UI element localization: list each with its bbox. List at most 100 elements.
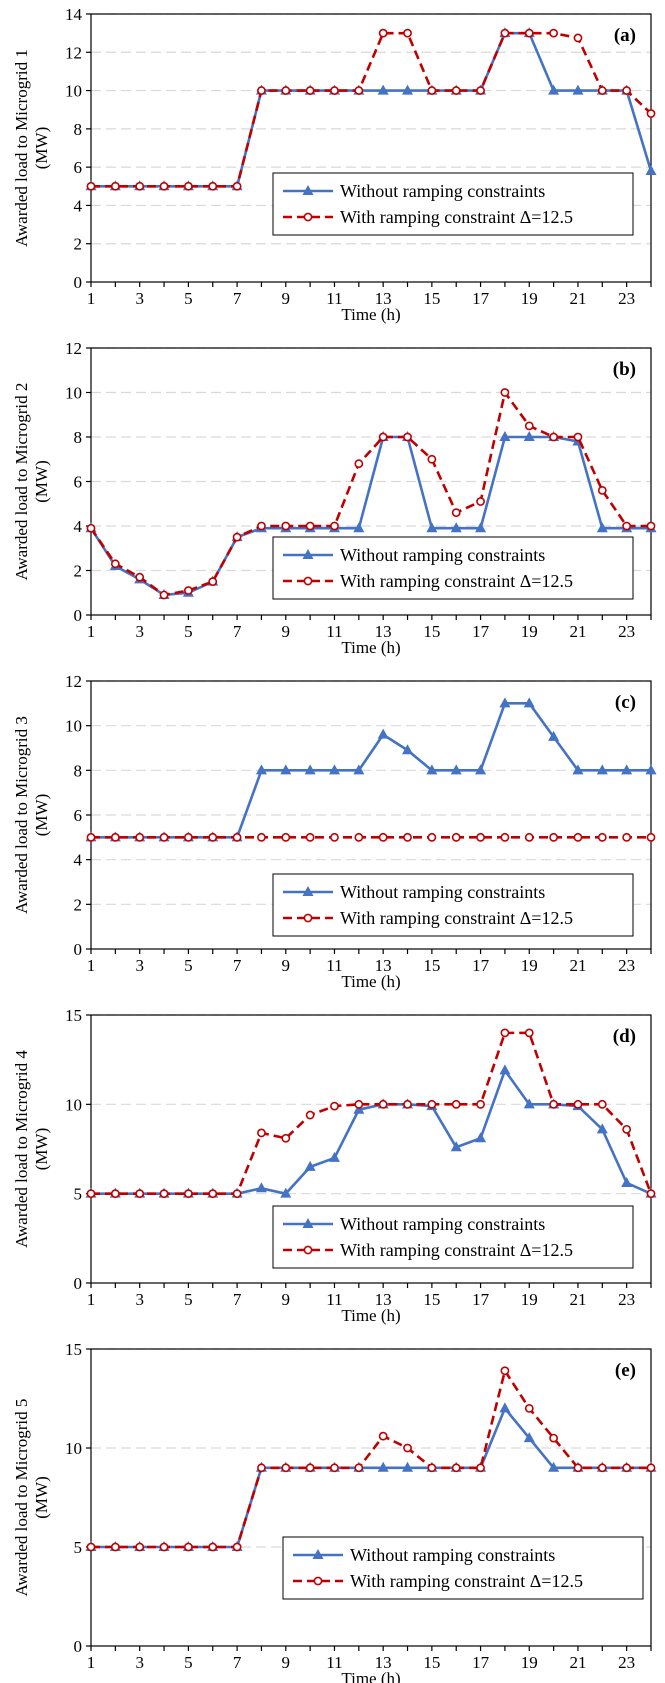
chart-b-series-without-point: [499, 431, 511, 441]
chart-e-plot-frame: [90, 1348, 652, 1647]
chart-b-x-tick-label: 7: [233, 622, 242, 641]
chart-d-legend-with-marker: [303, 1245, 313, 1255]
chart-e-y-tick-label: 5: [74, 1538, 83, 1557]
chart-b-y-tick-label: 6: [74, 473, 83, 492]
chart-a-legend-without-label: Without ramping constraints: [340, 181, 545, 201]
chart-d-series-with-point: [403, 1099, 412, 1109]
chart-e-series-with-point: [159, 1542, 169, 1552]
chart-e-panel-label: (e): [615, 1360, 636, 1381]
chart-b-x-tick-label: 3: [135, 622, 144, 641]
chart-d-series-with-point: [500, 1028, 510, 1038]
chart-e-x-tick-label: 23: [618, 1653, 635, 1672]
chart-a-x-tick-label: 21: [569, 289, 586, 308]
chart-d-x-tick-label: 17: [472, 1290, 490, 1309]
chart-c-series-with-point: [427, 832, 437, 842]
chart-e-x-tick-label: 7: [233, 1653, 242, 1672]
chart-c-series-with-point: [135, 832, 145, 842]
chart-d-series-with-point: [427, 1099, 437, 1109]
chart-e-series-with-point: [86, 1542, 96, 1552]
chart-d-series-with-point: [549, 1099, 559, 1109]
chart-a-y-tick-label: 12: [65, 43, 82, 62]
chart-e-series-with-point: [646, 1463, 656, 1473]
chart-b-x-tick-label: 9: [282, 622, 291, 641]
chart-a-legend-with-marker: [303, 212, 313, 222]
chart-c-y-tick-label: 6: [74, 806, 83, 825]
chart-d-x-tick-label: 5: [184, 1290, 193, 1309]
chart-d-x-tick-label: 23: [618, 1290, 635, 1309]
chart-d-legend-with-label: With ramping constraint Δ=12.5: [340, 1240, 573, 1260]
chart-e-series-with-point: [305, 1463, 315, 1473]
chart-e-x-tick-label: 17: [472, 1653, 490, 1672]
chart-c-series-with-point: [86, 832, 96, 842]
chart-c-series-with-point: [622, 832, 632, 842]
chart-d-x-axis-label: Time (h): [341, 1306, 400, 1325]
chart-d-series-without-point: [450, 1141, 462, 1152]
chart-e-y-tick-label: 0: [74, 1637, 83, 1656]
chart-c-series-without-point: [402, 744, 414, 755]
chart-e-x-tick-label: 19: [521, 1653, 538, 1672]
chart-c-series-with-point: [403, 832, 412, 842]
chart-c-y-tick-label: 0: [74, 940, 83, 959]
chart-c-series-with-point: [597, 832, 607, 842]
chart-c-y-axis-label: Awarded load to Microgrid 3: [12, 716, 31, 914]
chart-a-y-tick-label: 6: [74, 158, 83, 177]
chart-a-legend-box: [272, 172, 634, 236]
chart-b-series-with-point: [573, 432, 583, 442]
chart-e-series-with-point: [573, 1463, 583, 1473]
chart-b-series-with-point: [524, 421, 534, 431]
chart-c-series-without-point: [280, 764, 292, 775]
chart-b-panel-label: (b): [613, 359, 636, 380]
chart-b-series-without-point: [523, 431, 535, 441]
chart-a-series-with-line: [91, 31, 652, 188]
chart-c-x-tick-label: 1: [87, 956, 96, 975]
chart-d-series-without-point: [280, 1187, 292, 1198]
chart-a-x-tick-label: 15: [423, 289, 440, 308]
chart-b-y-axis-unit: (MW): [32, 460, 51, 502]
chart-e-series-with-point: [549, 1433, 559, 1443]
chart-c-x-tick-label: 23: [618, 956, 635, 975]
chart-b-x-tick-label: 23: [618, 622, 635, 641]
chart-b-x-tick-label: 15: [423, 622, 440, 641]
chart-d-series-with-point: [597, 1099, 607, 1109]
chart-b-series-with-point: [622, 521, 632, 531]
chart-d-series-with-line: [91, 1031, 653, 1195]
chart-d-y-axis-unit: (MW): [32, 1128, 51, 1170]
chart-e-x-tick-label: 1: [87, 1653, 96, 1672]
chart-a-y-tick-label: 10: [65, 82, 82, 101]
chart-d-series-with-point: [476, 1099, 485, 1109]
chart-d-x-tick-label: 3: [135, 1290, 144, 1309]
chart-d-series-with-point: [159, 1189, 169, 1199]
chart-b-series-with-point: [135, 572, 145, 582]
chart-c-x-tick-label: 5: [184, 956, 193, 975]
chart-b-y-tick-label: 10: [65, 384, 82, 403]
chart-d-series-with-point: [573, 1099, 583, 1109]
chart-c-series-without-point: [572, 764, 584, 775]
chart-b-y-axis-label: Awarded load to Microgrid 2: [12, 383, 31, 581]
chart-d-y-tick-label: 15: [65, 1006, 82, 1025]
chart-d-series-with-point: [135, 1189, 145, 1199]
chart-e-legend-with-marker: [313, 1576, 323, 1586]
chart-b-x-tick-label: 1: [87, 622, 96, 641]
chart-b-legend-with-label: With ramping constraint Δ=12.5: [340, 571, 573, 591]
chart-e-series-with-point: [135, 1542, 145, 1552]
chart-c-legend-with-marker: [303, 913, 313, 923]
chart-b-series-with-point: [305, 521, 315, 531]
chart-e-y-tick-label: 15: [65, 1340, 82, 1359]
chart-b-series-with-point: [646, 521, 656, 531]
chart-e-series-without-line: [91, 1405, 651, 1549]
chart-a-series-with-point: [183, 181, 193, 191]
chart-a-series-with-point: [549, 28, 559, 38]
chart-c-x-tick-label: 17: [472, 956, 490, 975]
chart-e-series-with-point: [257, 1463, 266, 1473]
chart-a-series-with-point: [208, 181, 218, 191]
chart-c-series-with-point: [500, 832, 510, 842]
chart-c-series-without-point: [645, 764, 657, 775]
chart-e-series-with-point: [451, 1463, 461, 1473]
chart-c-series-with-point: [354, 832, 364, 842]
chart-b-series-with-point: [549, 432, 559, 442]
chart-d-legend-without-marker: [302, 1218, 314, 1228]
chart-a-y-tick-label: 0: [74, 273, 83, 292]
chart-b-series-with-point: [183, 586, 193, 595]
chart-a-x-tick-label: 19: [521, 289, 538, 308]
chart-b-legend-box: [272, 536, 634, 600]
